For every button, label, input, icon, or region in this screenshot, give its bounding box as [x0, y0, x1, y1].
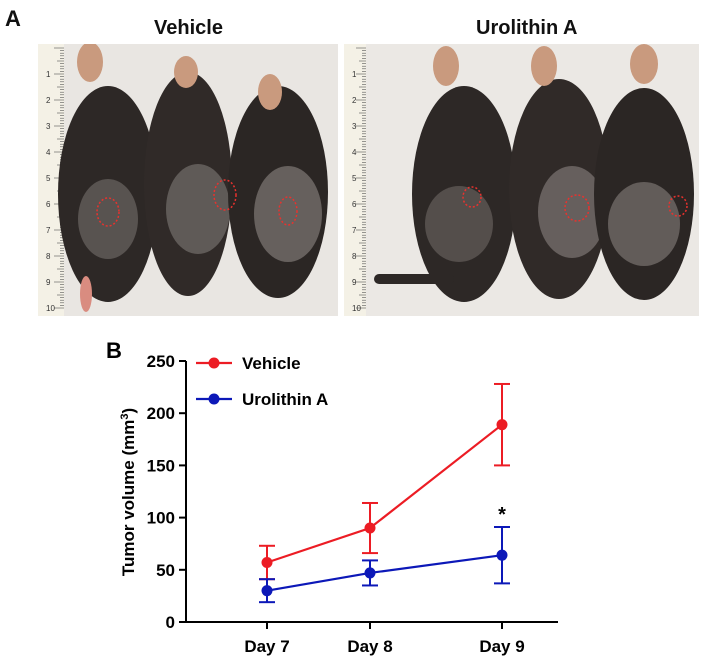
legend-label: Urolithin A — [242, 390, 328, 409]
x-tick-label: Day 7 — [244, 637, 289, 656]
ruler-label: 4 — [352, 148, 357, 157]
data-point — [364, 567, 376, 579]
ruler-label: 3 — [352, 122, 357, 131]
vehicle-mice-photo: 1 2 3 4 5 6 7 8 9 10 — [38, 44, 338, 316]
series-line — [266, 423, 503, 564]
series-line — [266, 554, 503, 592]
tumor-outline — [213, 179, 237, 211]
tumor-outline — [564, 194, 590, 222]
x-ticks: Day 7 Day 8 Day 9 — [244, 622, 525, 656]
panel-a-label: A — [5, 6, 21, 31]
x-tick-label: Day 9 — [479, 637, 524, 656]
tumor-volume-chart: B Tumor volume (mm3) 0 50 100 150 200 250 Day… — [106, 338, 558, 656]
ruler-label: 10 — [46, 304, 55, 313]
ruler — [344, 44, 366, 316]
vehicle-photo-title: Vehicle — [154, 17, 223, 39]
ruler-label: 6 — [352, 200, 357, 209]
ruler-label: 9 — [352, 278, 357, 287]
y-tick-label: 200 — [147, 404, 175, 423]
y-ticks: 0 50 100 150 200 250 — [147, 352, 186, 632]
legend-marker — [208, 393, 220, 405]
data-point — [364, 522, 376, 534]
ruler-label: 7 — [352, 226, 357, 235]
data-point — [261, 556, 273, 568]
axes — [185, 361, 558, 623]
ruler-label: 2 — [46, 96, 51, 105]
urolithin-photo-title: Urolithin A — [476, 17, 578, 39]
data-point — [261, 585, 273, 597]
ruler-label: 5 — [46, 174, 51, 183]
ruler-labels: 1 2 3 4 5 6 7 8 9 10 — [352, 70, 361, 313]
ruler-label: 2 — [352, 96, 357, 105]
series-vehicle — [259, 382, 510, 581]
series-urolithin-a — [259, 525, 510, 604]
legend-marker — [208, 357, 220, 369]
legend: Vehicle Urolithin A — [196, 354, 328, 409]
ruler-label: 5 — [352, 174, 357, 183]
series-group — [259, 382, 510, 604]
tumor-outline — [96, 197, 120, 227]
y-tick-label: 50 — [156, 561, 175, 580]
ruler-label: 7 — [46, 226, 51, 235]
ruler-label: 9 — [46, 278, 51, 287]
legend-label: Vehicle — [242, 354, 301, 373]
mouse-1 — [58, 44, 158, 312]
ruler-label: 6 — [46, 200, 51, 209]
x-tick-label: Day 8 — [347, 637, 392, 656]
ruler-label: 1 — [46, 70, 51, 79]
mouse-3 — [594, 44, 694, 300]
y-tick-label: 250 — [147, 352, 175, 371]
ruler-label: 3 — [46, 122, 51, 131]
ruler-ticks — [356, 47, 366, 309]
tumor-outline — [278, 196, 298, 226]
mouse-2 — [144, 56, 232, 296]
data-point — [496, 549, 508, 561]
ruler-label: 4 — [46, 148, 51, 157]
data-point — [496, 419, 508, 431]
significance-marker: * — [498, 504, 506, 526]
ruler-labels: 1 2 3 4 5 6 7 8 9 10 — [46, 70, 55, 313]
y-tick-label: 100 — [147, 509, 175, 528]
y-tick-label: 0 — [166, 613, 175, 632]
urolithin-mice-photo: 1 2 3 4 5 6 7 8 9 10 — [344, 44, 699, 316]
panel-b-label: B — [106, 338, 122, 363]
ruler-label: 8 — [46, 252, 51, 261]
y-axis-label: Tumor volume (mm3) — [119, 408, 138, 576]
mouse-3 — [228, 74, 328, 298]
tumor-outline — [668, 195, 688, 217]
ruler-label: 10 — [352, 304, 361, 313]
ruler-label: 8 — [352, 252, 357, 261]
tumor-outline — [462, 186, 482, 208]
y-tick-label: 150 — [147, 456, 175, 475]
mouse-2 — [509, 46, 609, 299]
ruler-label: 1 — [352, 70, 357, 79]
